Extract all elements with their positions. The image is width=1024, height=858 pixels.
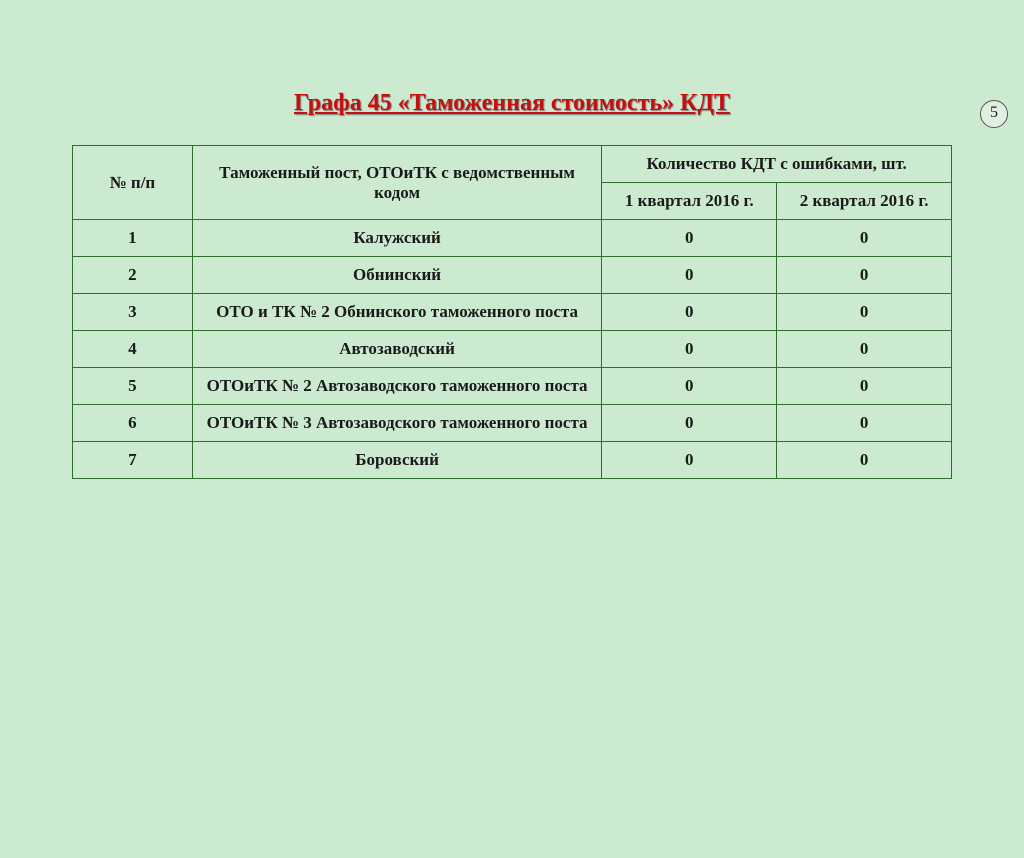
- cell-index: 2: [73, 257, 193, 294]
- table-row: 2 Обнинский 0 0: [73, 257, 952, 294]
- page-title: Графа 45 «Таможенная стоимость» КДТ: [0, 90, 1024, 117]
- col-header-q1: 1 квартал 2016 г.: [602, 183, 777, 220]
- cell-q1: 0: [602, 257, 777, 294]
- page-number-badge: 5: [980, 100, 1008, 128]
- cell-name: Калужский: [192, 220, 602, 257]
- cell-name: Боровский: [192, 442, 602, 479]
- table-body: 1 Калужский 0 0 2 Обнинский 0 0 3 ОТО и …: [73, 220, 952, 479]
- cell-name: ОТОиТК № 3 Автозаводского таможенного по…: [192, 405, 602, 442]
- col-header-q2: 2 квартал 2016 г.: [777, 183, 952, 220]
- cell-name: ОТОиТК № 2 Автозаводского таможенного по…: [192, 368, 602, 405]
- col-header-index: № п/п: [73, 146, 193, 220]
- cell-q2: 0: [777, 257, 952, 294]
- cell-q2: 0: [777, 405, 952, 442]
- cell-q2: 0: [777, 442, 952, 479]
- table-row: 3 ОТО и ТК № 2 Обнинского таможенного по…: [73, 294, 952, 331]
- cell-index: 1: [73, 220, 193, 257]
- cell-name: Обнинский: [192, 257, 602, 294]
- cell-q2: 0: [777, 331, 952, 368]
- table-row: 6 ОТОиТК № 3 Автозаводского таможенного …: [73, 405, 952, 442]
- kdt-table: № п/п Таможенный пост, ОТОиТК с ведомств…: [72, 145, 952, 479]
- cell-name: ОТО и ТК № 2 Обнинского таможенного пост…: [192, 294, 602, 331]
- col-header-name: Таможенный пост, ОТОиТК с ведомственным …: [192, 146, 602, 220]
- table-row: 4 Автозаводский 0 0: [73, 331, 952, 368]
- cell-index: 7: [73, 442, 193, 479]
- cell-q2: 0: [777, 368, 952, 405]
- cell-q1: 0: [602, 368, 777, 405]
- cell-q1: 0: [602, 331, 777, 368]
- cell-q1: 0: [602, 220, 777, 257]
- cell-index: 3: [73, 294, 193, 331]
- cell-q1: 0: [602, 294, 777, 331]
- table-row: 7 Боровский 0 0: [73, 442, 952, 479]
- cell-q1: 0: [602, 405, 777, 442]
- cell-q2: 0: [777, 220, 952, 257]
- table-row: 1 Калужский 0 0: [73, 220, 952, 257]
- cell-q2: 0: [777, 294, 952, 331]
- cell-index: 5: [73, 368, 193, 405]
- cell-index: 4: [73, 331, 193, 368]
- table-row: 5 ОТОиТК № 2 Автозаводского таможенного …: [73, 368, 952, 405]
- cell-index: 6: [73, 405, 193, 442]
- col-header-count-group: Количество КДТ с ошибками, шт.: [602, 146, 952, 183]
- cell-name: Автозаводский: [192, 331, 602, 368]
- cell-q1: 0: [602, 442, 777, 479]
